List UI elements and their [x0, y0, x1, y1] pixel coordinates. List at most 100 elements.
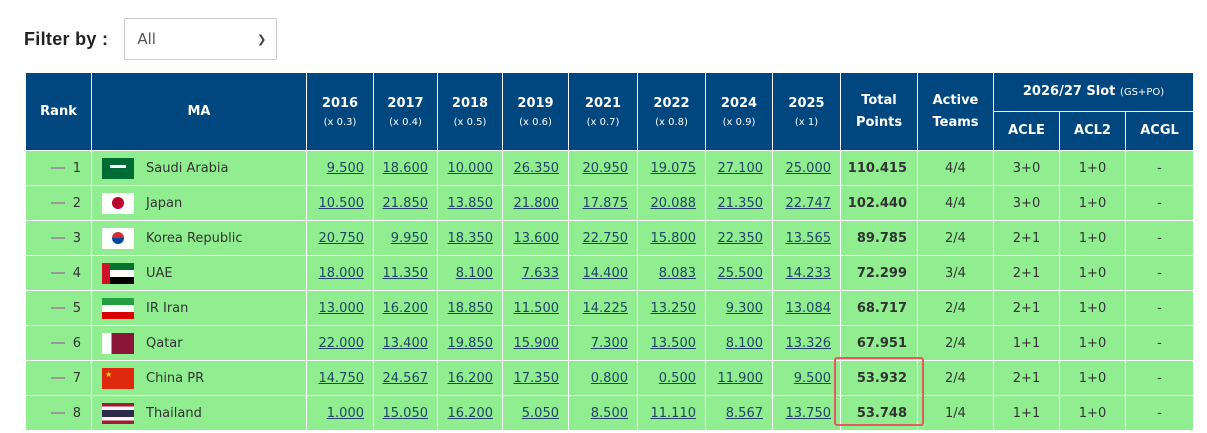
score-link[interactable]: 13.565: [785, 230, 832, 246]
score-cell: 19.075: [637, 150, 706, 186]
score-link[interactable]: 13.400: [382, 335, 429, 351]
score-cell: 10.500: [306, 185, 374, 221]
score-link[interactable]: 13.326: [785, 335, 832, 351]
score-link[interactable]: 14.233: [785, 265, 832, 281]
score-link[interactable]: 22.350: [717, 230, 764, 246]
no-change-icon: [50, 342, 65, 344]
score-link[interactable]: 22.747: [785, 195, 832, 211]
score-link[interactable]: 25.000: [785, 160, 832, 176]
table-row: 2 Japan 10.500 21.850 13.850 21.800 17.875 20.0…: [25, 185, 1195, 221]
chevron-down-icon: ❯: [257, 32, 267, 46]
score-link[interactable]: 1.000: [326, 405, 364, 421]
acgl-slot: -: [1124, 290, 1195, 326]
score-link[interactable]: 21.850: [382, 195, 429, 211]
table-row: 7 ★ China PR 14.750 24.567 16.200 17.350 0.800 0…: [25, 360, 1195, 396]
score-link[interactable]: 16.200: [447, 370, 494, 386]
ma-cell: ★ China PR: [91, 360, 307, 396]
score-link[interactable]: 20.088: [650, 195, 697, 211]
score-link[interactable]: 9.300: [725, 300, 763, 316]
flag-japan-icon: [102, 192, 134, 214]
score-link[interactable]: 21.800: [513, 195, 560, 211]
score-link[interactable]: 11.500: [513, 300, 560, 316]
rank-value: 4: [72, 265, 81, 281]
score-link[interactable]: 13.250: [650, 300, 697, 316]
score-link[interactable]: 16.200: [382, 300, 429, 316]
score-link[interactable]: 13.000: [318, 300, 365, 316]
acl2-slot: 1+0: [1059, 360, 1126, 396]
score-cell: 13.750: [772, 395, 841, 431]
total-points: 89.785: [840, 220, 918, 256]
score-link[interactable]: 20.750: [318, 230, 365, 246]
score-link[interactable]: 14.225: [582, 300, 629, 316]
score-cell: 10.000: [437, 150, 503, 186]
score-link[interactable]: 17.875: [582, 195, 629, 211]
score-link[interactable]: 18.000: [318, 265, 365, 281]
score-link[interactable]: 5.050: [521, 405, 559, 421]
score-link[interactable]: 13.850: [447, 195, 494, 211]
rank-cell: 6: [25, 325, 92, 361]
score-link[interactable]: 9.950: [390, 230, 428, 246]
score-link[interactable]: 20.950: [582, 160, 629, 176]
score-cell: 20.088: [637, 185, 706, 221]
score-link[interactable]: 8.567: [725, 405, 763, 421]
score-link[interactable]: 11.350: [382, 265, 429, 281]
score-cell: 21.800: [502, 185, 569, 221]
score-cell: 11.110: [637, 395, 706, 431]
score-link[interactable]: 13.600: [513, 230, 560, 246]
score-link[interactable]: 8.500: [590, 405, 628, 421]
total-points: 102.440: [840, 185, 918, 221]
year-multiplier: (x 0.9): [722, 116, 756, 128]
rank-value: 7: [72, 370, 81, 386]
score-link[interactable]: 11.110: [650, 405, 697, 421]
score-link[interactable]: 21.350: [717, 195, 764, 211]
filter-selected-value: All: [137, 30, 156, 48]
score-link[interactable]: 8.083: [658, 265, 696, 281]
score-link[interactable]: 9.500: [793, 370, 831, 386]
score-link[interactable]: 14.750: [318, 370, 365, 386]
score-link[interactable]: 0.500: [658, 370, 696, 386]
score-link[interactable]: 18.850: [447, 300, 494, 316]
score-link[interactable]: 15.900: [513, 335, 560, 351]
score-cell: 8.083: [637, 255, 706, 291]
score-link[interactable]: 8.100: [725, 335, 763, 351]
score-link[interactable]: 13.084: [785, 300, 832, 316]
header-year-2022: 2022 (x 0.8): [637, 72, 706, 151]
header-total: Total Points: [840, 72, 918, 151]
rank-cell: 3: [25, 220, 92, 256]
score-cell: 13.600: [502, 220, 569, 256]
score-link[interactable]: 0.800: [590, 370, 628, 386]
score-link[interactable]: 14.400: [582, 265, 629, 281]
flag-uae-icon: [102, 262, 134, 284]
score-link[interactable]: 10.000: [447, 160, 494, 176]
rank-value: 1: [72, 160, 81, 176]
score-link[interactable]: 13.750: [785, 405, 832, 421]
score-link[interactable]: 17.350: [513, 370, 560, 386]
score-link[interactable]: 25.500: [717, 265, 764, 281]
score-link[interactable]: 10.500: [318, 195, 365, 211]
score-link[interactable]: 7.633: [521, 265, 559, 281]
score-link[interactable]: 15.050: [382, 405, 429, 421]
score-link[interactable]: 26.350: [513, 160, 560, 176]
score-cell: 13.850: [437, 185, 503, 221]
total-points: 67.951: [840, 325, 918, 361]
score-link[interactable]: 19.850: [447, 335, 494, 351]
highlight-box: [834, 357, 924, 426]
score-link[interactable]: 16.200: [447, 405, 494, 421]
score-link[interactable]: 13.500: [650, 335, 697, 351]
score-cell: 26.350: [502, 150, 569, 186]
score-link[interactable]: 8.100: [455, 265, 493, 281]
score-link[interactable]: 9.500: [326, 160, 364, 176]
score-link[interactable]: 19.075: [650, 160, 697, 176]
score-link[interactable]: 27.100: [717, 160, 764, 176]
score-link[interactable]: 22.000: [318, 335, 365, 351]
filter-select[interactable]: All ❯: [124, 18, 278, 60]
score-link[interactable]: 18.350: [447, 230, 494, 246]
score-link[interactable]: 11.900: [717, 370, 764, 386]
score-link[interactable]: 7.300: [590, 335, 628, 351]
acgl-slot: -: [1124, 220, 1195, 256]
score-link[interactable]: 22.750: [582, 230, 629, 246]
score-link[interactable]: 15.800: [650, 230, 697, 246]
header-year-2025: 2025 (x 1): [772, 72, 841, 151]
score-link[interactable]: 24.567: [382, 370, 429, 386]
score-link[interactable]: 18.600: [382, 160, 429, 176]
